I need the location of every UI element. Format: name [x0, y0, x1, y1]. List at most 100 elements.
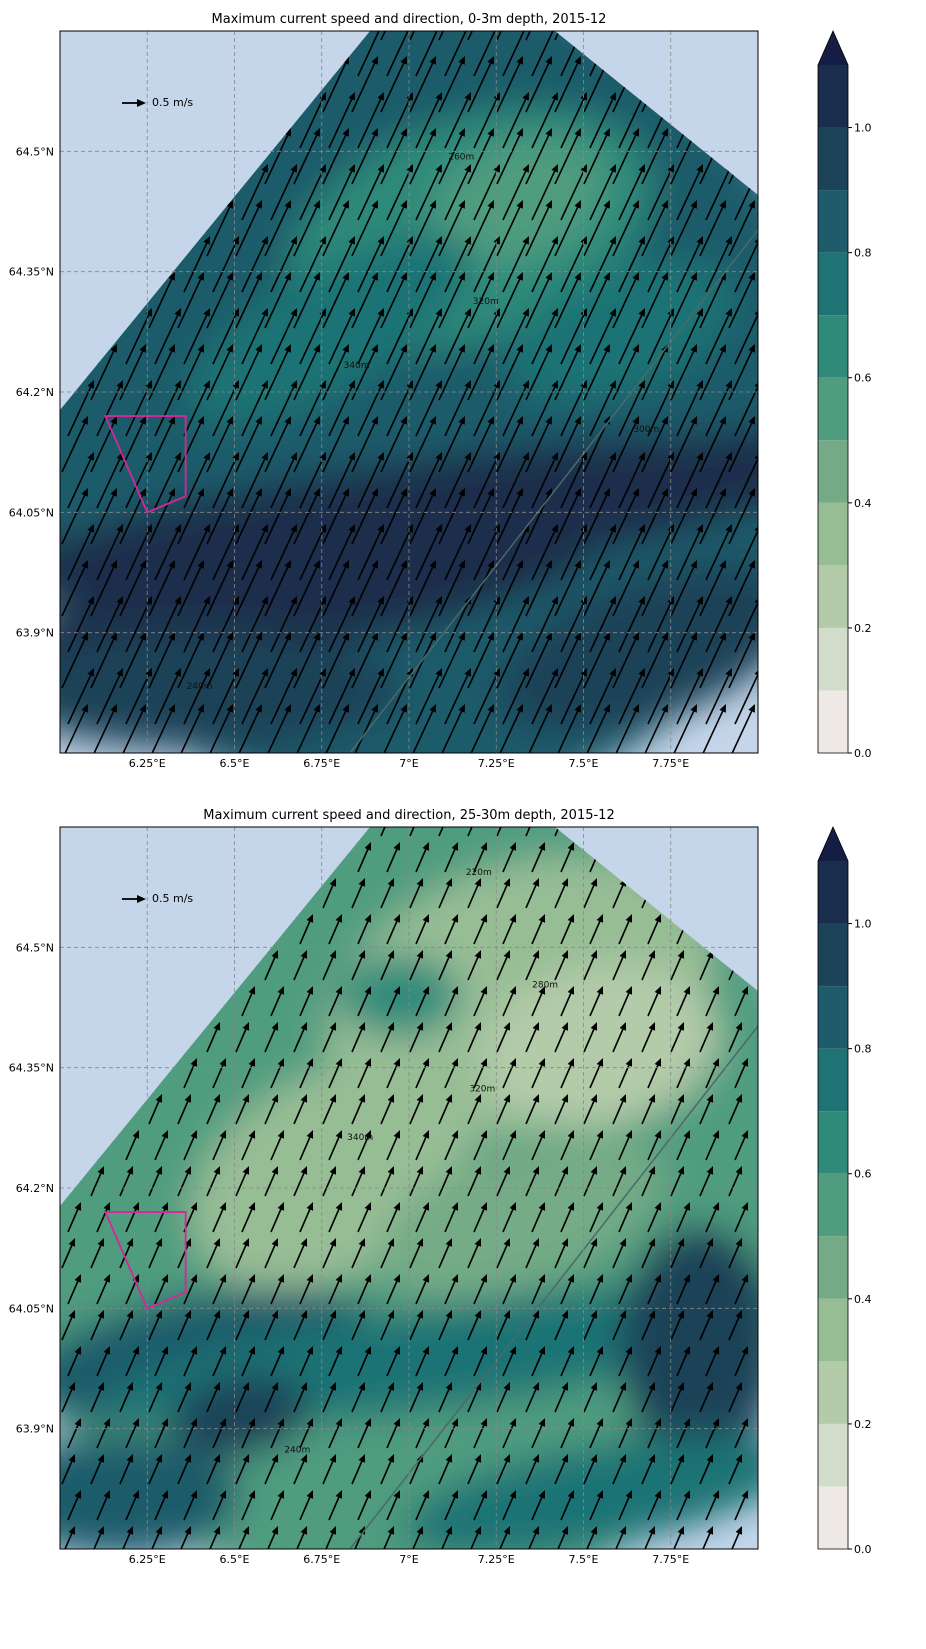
current-arrow-head — [590, 878, 598, 887]
current-arrow-head — [261, 524, 268, 533]
current-arrow — [61, 1459, 74, 1485]
current-arrow — [473, 457, 499, 509]
current-arrow — [612, 133, 638, 185]
current-arrow — [699, 1099, 712, 1125]
current-arrow — [90, 565, 116, 617]
current-arrow-head — [741, 1418, 749, 1427]
current-arrow-head — [429, 632, 436, 641]
current-arrow-head — [609, 308, 616, 317]
current-arrow-head — [638, 380, 645, 389]
current-arrow — [641, 565, 667, 617]
current-arrow — [473, 919, 486, 945]
current-arrow — [409, 31, 435, 41]
current-arrow-head — [87, 20, 94, 29]
current-arrow-head — [255, 632, 262, 641]
current-arrow-head — [654, 1130, 662, 1139]
current-arrow-head — [648, 1166, 656, 1175]
current-arrow — [618, 1279, 631, 1305]
current-arrow-head — [145, 524, 152, 533]
current-arrow-head — [522, 452, 529, 461]
speed-region — [505, 260, 735, 400]
current-arrow — [293, 1387, 306, 1413]
current-arrow — [264, 277, 290, 329]
current-arrow — [554, 1027, 567, 1053]
current-arrow — [502, 97, 528, 149]
current-arrow-head — [213, 1022, 221, 1031]
current-arrow — [734, 457, 758, 509]
colorbar-tick-label: 0.8 — [854, 1043, 872, 1056]
current-arrow — [496, 827, 509, 837]
current-arrow-head — [429, 488, 436, 497]
current-arrow-head — [719, 200, 726, 209]
current-arrow — [235, 1387, 248, 1413]
current-arrow — [757, 709, 758, 753]
current-arrow — [212, 1207, 225, 1233]
current-arrow — [496, 277, 522, 329]
current-arrow-head — [765, 1166, 771, 1175]
current-arrow-head — [232, 452, 239, 461]
current-arrow-head — [783, 668, 790, 677]
current-arrow — [380, 493, 406, 545]
current-arrow-head — [683, 1202, 691, 1211]
current-arrow-head — [677, 950, 685, 959]
current-arrow-head — [213, 1382, 221, 1391]
current-arrow — [293, 205, 319, 257]
current-arrow — [270, 1135, 283, 1161]
current-arrow-head — [707, 806, 713, 815]
current-arrow — [583, 277, 609, 329]
current-arrow-head — [735, 1382, 743, 1391]
current-arrow-head — [632, 632, 639, 641]
current-arrow-head — [545, 704, 552, 713]
current-arrow — [61, 1315, 74, 1341]
current-arrow-head — [422, 1490, 430, 1499]
current-arrow-head — [261, 236, 268, 245]
y-tick-label: 64.5°N — [16, 941, 54, 954]
current-arrow-head — [371, 416, 378, 425]
current-arrow — [293, 133, 319, 185]
current-arrow-head — [661, 128, 668, 137]
current-arrow-head — [300, 1310, 308, 1319]
current-arrow — [409, 827, 422, 837]
current-arrow — [386, 601, 412, 653]
current-arrow-head — [406, 92, 413, 101]
current-arrow — [444, 31, 470, 77]
current-arrow — [444, 601, 470, 653]
current-arrow — [612, 277, 638, 329]
current-arrow — [641, 1243, 654, 1269]
current-arrow-head — [638, 164, 645, 173]
current-arrow-head — [226, 488, 233, 497]
current-arrow — [177, 1171, 190, 1197]
colorbar-tick-label: 0.4 — [854, 497, 872, 510]
current-arrow-head — [335, 986, 343, 995]
current-arrow-head — [139, 560, 146, 569]
current-arrow-head — [451, 914, 459, 923]
current-arrow-head — [364, 1346, 372, 1355]
current-arrow-head — [226, 272, 233, 281]
current-arrow — [670, 493, 696, 545]
current-arrow-head — [603, 488, 610, 497]
map-frame — [59, 826, 759, 1550]
current-arrow — [154, 673, 180, 725]
current-arrow-head — [451, 1274, 459, 1283]
colorbar-tick-label: 0.4 — [854, 1293, 872, 1306]
current-arrow-head — [393, 1130, 401, 1139]
current-arrow-head — [313, 704, 320, 713]
current-arrow-head — [329, 1022, 337, 1031]
current-arrow-head — [300, 1382, 308, 1391]
current-arrow — [705, 1135, 718, 1161]
current-arrow-head — [493, 308, 500, 317]
current-arrow-head — [358, 878, 366, 887]
colorbar-tick-label: 0.6 — [854, 1168, 872, 1181]
current-arrow-head — [567, 914, 575, 923]
current-arrow — [148, 1171, 161, 1197]
current-arrow — [764, 1280, 775, 1304]
current-arrow-head — [81, 416, 88, 425]
current-arrow — [125, 1495, 138, 1521]
current-arrow-head — [765, 1382, 771, 1391]
current-arrow-head — [561, 878, 569, 887]
current-arrow-head — [190, 1346, 198, 1355]
current-arrow — [560, 313, 586, 365]
colorbar-band — [818, 1298, 848, 1362]
current-arrow-head — [242, 1094, 250, 1103]
current-arrow — [241, 1351, 254, 1377]
